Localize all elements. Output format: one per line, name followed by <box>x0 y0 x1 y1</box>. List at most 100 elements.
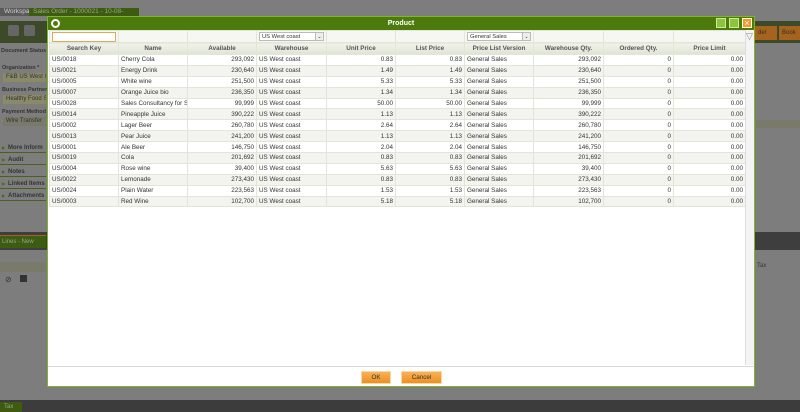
ok-button[interactable]: OK <box>361 371 391 384</box>
table-cell: Red Wine <box>118 195 188 208</box>
table-row[interactable]: US/0019 Cola 201,692 US West coast 0.83 0.83 G… <box>49 152 746 164</box>
table-cell: 0 <box>603 97 674 110</box>
column-header[interactable]: Price List Version <box>464 42 534 55</box>
table-cell: US West coast <box>256 152 327 164</box>
table-cell: 0 <box>603 152 674 164</box>
section-notes[interactable]: Notes <box>0 167 46 177</box>
book-button[interactable]: Book <box>779 26 800 40</box>
table-cell: 0.83 <box>395 173 465 186</box>
table-cell: 99,999 <box>187 97 257 110</box>
vertical-scrollbar[interactable] <box>745 30 754 365</box>
list-price-filter[interactable] <box>395 30 465 43</box>
table-cell: Lemonade <box>118 173 188 186</box>
tab-workspace[interactable]: Workspace <box>0 8 29 16</box>
save-icon[interactable] <box>20 275 27 282</box>
ordered-qty-filter[interactable] <box>603 30 674 43</box>
table-cell: 1.53 <box>395 184 465 197</box>
table-row[interactable]: US/0014 Pineapple Juice 390,222 US West coa… <box>49 108 746 121</box>
price-limit-filter[interactable] <box>673 30 746 43</box>
available-filter[interactable] <box>187 30 257 43</box>
column-header[interactable]: List Price <box>395 42 465 55</box>
chevron-down-icon[interactable]: ⌄ <box>315 33 323 40</box>
save-icon[interactable] <box>24 25 35 36</box>
table-cell: US West coast <box>256 173 327 186</box>
dialog-titlebar: Product <box>48 17 754 30</box>
column-header[interactable]: Search Key <box>49 42 119 55</box>
tab-tax[interactable]: Tax <box>0 402 22 412</box>
table-cell: 0.00 <box>673 86 746 99</box>
table-cell: 99,999 <box>533 97 604 110</box>
table-row[interactable]: US/0022 Lemonade 273,430 US West coast 0.83 0… <box>49 173 746 186</box>
table-cell: 50.00 <box>326 97 396 110</box>
minimize-icon[interactable] <box>716 18 726 28</box>
table-row[interactable]: US/0024 Plain Water 223,563 US West coast 1.… <box>49 184 746 197</box>
table-cell: 0 <box>603 54 674 66</box>
section-attachments[interactable]: Attachments <box>0 191 46 201</box>
table-cell: 0.00 <box>673 54 746 66</box>
cancel-icon[interactable]: ⊘ <box>5 275 12 284</box>
section-audit[interactable]: Audit <box>0 155 46 165</box>
section-more-info[interactable]: More Inform <box>0 143 46 153</box>
table-cell: 39,400 <box>187 162 257 175</box>
warehouse-filter-select[interactable]: US West coast ⌄ <box>259 32 324 41</box>
column-header[interactable]: Warehouse <box>256 42 327 55</box>
filter-funnel-icon[interactable]: ▽ <box>746 31 753 41</box>
table-cell: General Sales <box>464 184 534 197</box>
filter-row: US West coast ⌄ General Sales ⌄ <box>49 30 746 43</box>
column-header[interactable]: Available <box>187 42 257 55</box>
table-cell: 0 <box>603 184 674 197</box>
table-row[interactable]: US/0002 Lager Beer 260,780 US West coast 2.6… <box>49 119 746 132</box>
close-icon[interactable]: × <box>742 18 752 28</box>
table-cell: US West coast <box>256 162 327 175</box>
table-cell: US/0021 <box>49 64 119 77</box>
table-cell: 5.33 <box>395 75 465 88</box>
table-cell: General Sales <box>464 141 534 154</box>
column-header[interactable]: Ordered Qty. <box>603 42 674 55</box>
tab-lines[interactable]: Lines - New <box>0 235 46 248</box>
table-cell: Sales Consultancy for S <box>118 97 188 110</box>
name-filter[interactable] <box>118 30 188 43</box>
table-cell: 0.00 <box>673 184 746 197</box>
table-row[interactable]: US/0004 Rose wine 39,400 US West coast 5.63 5… <box>49 162 746 175</box>
footer-divider <box>48 366 754 367</box>
chevron-down-icon[interactable]: ⌄ <box>522 33 530 40</box>
column-header[interactable]: Price Limit <box>673 42 746 55</box>
table-cell: US West coast <box>256 184 327 197</box>
cancel-button[interactable]: Cancel <box>401 371 442 384</box>
table-cell: 2.04 <box>326 141 396 154</box>
table-row[interactable]: US/0005 White wine 251,500 US West coast 5.3… <box>49 75 746 88</box>
warehouse-qty-filter[interactable] <box>533 30 604 43</box>
table-row[interactable]: US/0028 Sales Consultancy for S 99,999 US W… <box>49 97 746 110</box>
column-header[interactable]: Unit Price <box>326 42 396 55</box>
price-list-version-filter-value: General Sales <box>470 34 507 40</box>
new-icon[interactable] <box>8 25 19 36</box>
table-cell: US/0003 <box>49 195 119 208</box>
table-cell: 1.34 <box>326 86 396 99</box>
table-row[interactable]: US/0003 Red Wine 102,700 US West coast 5.18 5… <box>49 195 746 208</box>
payment-method-field[interactable]: Wire Transfer <box>3 117 46 126</box>
table-cell: Energy Drink <box>118 64 188 77</box>
table-cell: 5.18 <box>326 195 396 208</box>
table-cell: 223,563 <box>187 184 257 197</box>
table-cell: General Sales <box>464 108 534 121</box>
maximize-icon[interactable] <box>729 18 739 28</box>
business-partner-field[interactable]: Healthy Food S <box>3 95 46 104</box>
table-row[interactable]: US/0018 Cherry Cola 293,092 US West coast 0.… <box>49 54 746 66</box>
lines-grid-header <box>0 262 46 272</box>
tab-sales-order[interactable]: Sales Order - 1000021 - 10-08- <box>29 8 139 16</box>
price-list-version-filter-select[interactable]: General Sales ⌄ <box>467 32 531 41</box>
unit-price-filter[interactable] <box>326 30 396 43</box>
order-button[interactable]: der <box>755 26 777 40</box>
search-key-filter[interactable] <box>52 31 116 42</box>
table-row[interactable]: US/0007 Orange Juice bio 236,350 US West co… <box>49 86 746 99</box>
table-row[interactable]: US/0001 Ale Beer 146,750 US West coast 2.04 2… <box>49 141 746 154</box>
table-row[interactable]: US/0013 Pear Juice 241,200 US West coast 1.1… <box>49 130 746 143</box>
table-cell: 251,500 <box>187 75 257 88</box>
column-header[interactable]: Name <box>118 42 188 55</box>
table-cell: 0.00 <box>673 173 746 186</box>
section-linked-items[interactable]: Linked Items <box>0 179 46 189</box>
organization-field[interactable]: F&B US West C <box>3 73 46 82</box>
table-cell: 0.83 <box>395 54 465 66</box>
column-header[interactable]: Warehouse Qty. <box>533 42 604 55</box>
table-row[interactable]: US/0021 Energy Drink 230,640 US West coast 1… <box>49 64 746 77</box>
